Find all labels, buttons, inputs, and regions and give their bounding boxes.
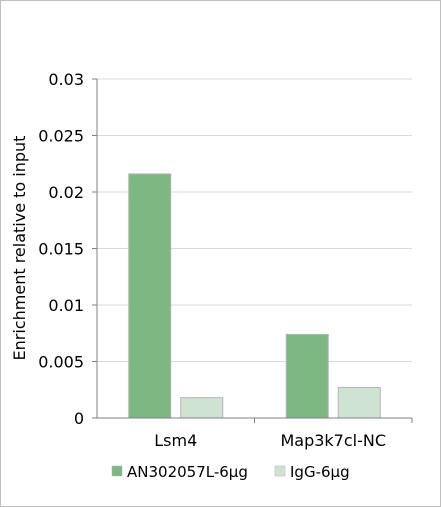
y-tick-label: 0.015 (38, 240, 84, 259)
bar-an302057l-0 (128, 173, 172, 419)
y-tick-label: 0 (74, 409, 84, 428)
y-tick-label: 0.03 (48, 70, 84, 89)
bar-an302057l-1 (285, 333, 329, 419)
x-tick-label: Lsm4 (154, 431, 197, 450)
bar-igg-1 (337, 386, 381, 419)
legend-label: AN302057L-6μg (127, 463, 248, 481)
y-axis-title: Enrichment relative to input (10, 136, 29, 361)
legend-label: IgG-6μg (290, 463, 350, 481)
y-tick-labels: 0 0.005 0.01 0.015 0.02 0.025 0.03 (38, 70, 97, 428)
legend-swatch (111, 465, 123, 477)
bar-igg-0 (180, 397, 224, 419)
legend: AN302057L-6μg IgG-6μg (111, 463, 350, 481)
x-tick-labels: Lsm4 Map3k7cl-NC (154, 418, 413, 450)
x-tick-label: Map3k7cl-NC (280, 431, 386, 450)
y-tick-label: 0.02 (48, 183, 84, 202)
y-tick-label: 0.01 (48, 296, 84, 315)
y-tick-label: 0.025 (38, 127, 84, 146)
legend-swatch (274, 465, 286, 477)
y-tick-label: 0.005 (38, 353, 84, 372)
bars (128, 173, 381, 419)
